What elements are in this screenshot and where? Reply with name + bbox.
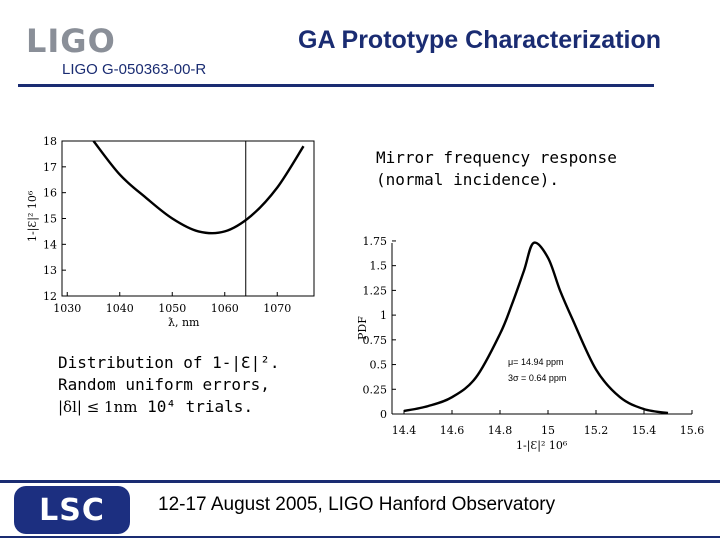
chart2-annotation-mean: μ= 14.94 ppm bbox=[508, 357, 563, 367]
chart1-ytick-label: 18 bbox=[43, 135, 57, 148]
pdf-curve bbox=[403, 241, 669, 415]
chart1-xlabel: ƛ, nm bbox=[168, 316, 200, 329]
mirror-note-line1: Mirror frequency response bbox=[376, 148, 617, 167]
chart1-xtick-label: 1040 bbox=[106, 302, 134, 315]
chart2-ytick-label: 1.75 bbox=[363, 235, 388, 248]
chart1-ytick-label: 17 bbox=[43, 161, 57, 174]
chart2-xtick-label: 14.6 bbox=[440, 424, 465, 437]
chart2-annotation-spread: 3σ = 0.64 ppm bbox=[508, 373, 566, 383]
chart2-ytick-label: 0.5 bbox=[370, 359, 388, 372]
mirror-note: Mirror frequency response (normal incide… bbox=[376, 147, 617, 191]
chart1-xtick-label: 1030 bbox=[53, 302, 81, 315]
chart2-xtick-label: 14.4 bbox=[392, 424, 417, 437]
distribution-note-line1: Distribution of 1-|Ɛ|². bbox=[58, 353, 280, 372]
mirror-note-line2: (normal incidence). bbox=[376, 170, 560, 189]
chart1-xtick-label: 1060 bbox=[211, 302, 239, 315]
distribution-note-line3: |δl| ≤ 1nm 10⁴ trials. bbox=[58, 396, 280, 418]
chart2-ytick-label: 0.25 bbox=[363, 383, 388, 396]
chart2-ylabel: PDF bbox=[356, 316, 369, 340]
trials-count: 10⁴ trials. bbox=[147, 397, 254, 416]
chart2-xtick-label: 15 bbox=[541, 424, 555, 437]
distribution-note-line2: Random uniform errors, bbox=[58, 375, 270, 394]
chart2-xtick-label: 15.2 bbox=[584, 424, 609, 437]
chart1-ytick-label: 16 bbox=[43, 187, 57, 200]
lsc-logo: LSC bbox=[14, 486, 130, 534]
chart1-ytick-label: 13 bbox=[43, 264, 57, 277]
footer-text: 12-17 August 2005, LIGO Hanford Observat… bbox=[158, 494, 556, 515]
chart2-ytick-label: 1.25 bbox=[363, 284, 388, 297]
chart1-frame bbox=[61, 140, 315, 297]
bottom-rule bbox=[0, 536, 720, 538]
chart2-xlabel: 1-|Ɛ|² 10⁶ bbox=[516, 439, 568, 453]
chart1-ylabel: 1-|Ɛ|² 10⁶ bbox=[26, 190, 40, 242]
footer-rule bbox=[0, 480, 720, 483]
chart1-ytick-label: 12 bbox=[43, 290, 57, 303]
error-bound-formula: |δl| ≤ 1nm bbox=[58, 398, 138, 416]
chart2-xtick-label: 14.8 bbox=[488, 424, 513, 437]
slide-title: GA Prototype Characterization bbox=[298, 26, 662, 54]
chart1-xtick-label: 1070 bbox=[263, 302, 291, 315]
document-number: LIGO G-050363-00-R bbox=[62, 61, 207, 78]
chart1-ytick-label: 14 bbox=[43, 238, 57, 251]
chart2-ytick-label: 1.5 bbox=[370, 260, 388, 273]
chart2-ytick-label: 1 bbox=[380, 309, 387, 322]
chart2-xtick-label: 15.6 bbox=[680, 424, 705, 437]
chart2-ytick-label: 0 bbox=[380, 408, 387, 421]
chart2-xtick-label: 15.4 bbox=[632, 424, 657, 437]
distribution-note: Distribution of 1-|Ɛ|². Random uniform e… bbox=[58, 352, 280, 418]
frequency-response-curve bbox=[92, 140, 305, 235]
chart1-ytick-label: 15 bbox=[43, 213, 57, 226]
chart2-ytick-label: 0.75 bbox=[363, 334, 388, 347]
header-rule bbox=[18, 84, 654, 87]
ligo-logo: LIGO bbox=[26, 22, 116, 60]
chart1-xtick-label: 1050 bbox=[158, 302, 186, 315]
